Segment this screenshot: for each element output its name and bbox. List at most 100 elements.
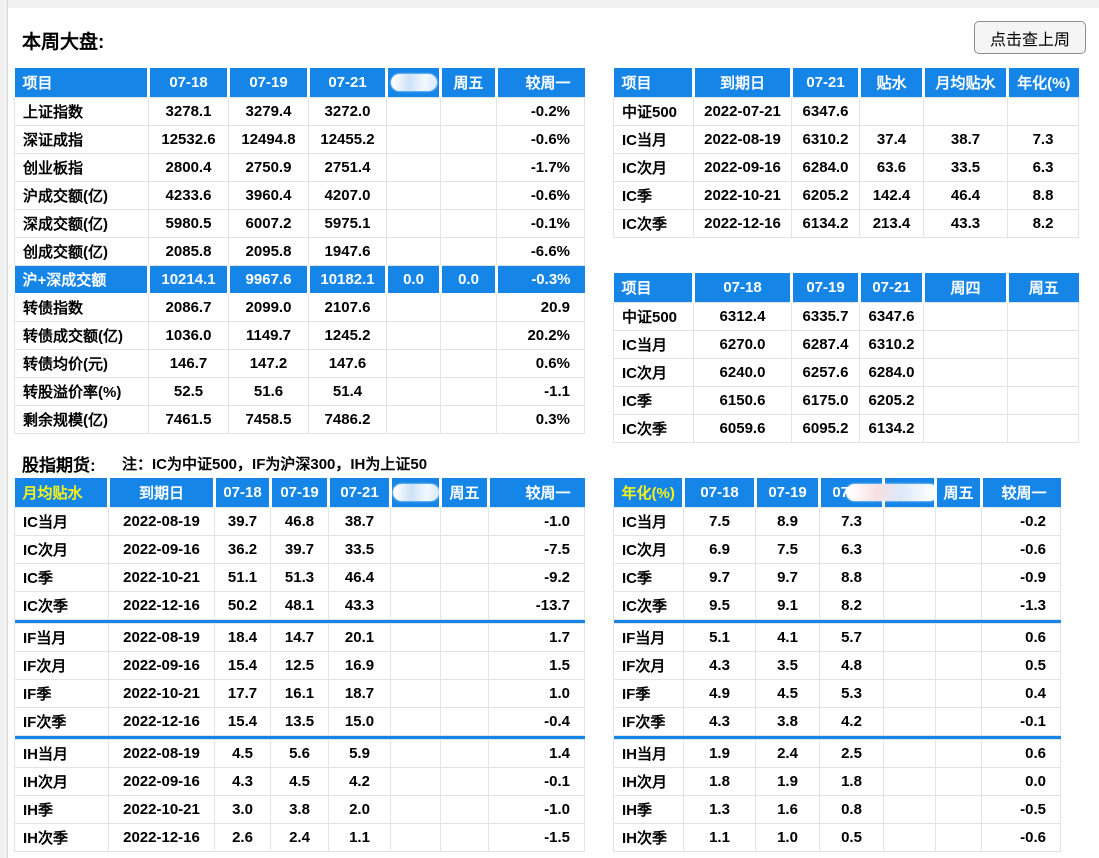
cell-value: -1.7% [496, 152, 585, 182]
cell-value: 146.7 [148, 348, 229, 378]
table-row: 转债均价(元) 146.7 147.2 147.6 0.6% [14, 348, 585, 378]
cell-value: 36.2 [214, 534, 271, 564]
cell-value [440, 766, 489, 796]
row-label: IH次季 [14, 822, 109, 852]
cell-value: -1.0 [488, 794, 585, 824]
row-label: IC季 [14, 562, 109, 592]
table-row: 上证指数 3278.1 3279.4 3272.0 -0.2% [14, 96, 585, 126]
cell-value: 5.9 [328, 738, 391, 768]
cell-value [440, 650, 489, 680]
column-header: 周五 [1006, 273, 1079, 302]
cell-value: 15.0 [328, 706, 391, 736]
cell-value: 20.2% [496, 320, 585, 350]
column-header: 到期日 [107, 478, 216, 507]
futures-expiry-table: 项目 到期日 07-21 贴水 月均贴水 年化(%) 中证500 2022-07-21 6347… [613, 68, 1079, 238]
column-header [385, 68, 442, 97]
row-label: IC季 [613, 385, 694, 415]
cell-value: 2022-12-16 [108, 590, 215, 620]
cell-value: 6287.4 [791, 329, 860, 359]
cell-value: 1.1 [683, 822, 756, 852]
cell-value [859, 96, 924, 126]
redacted-blur [392, 484, 439, 501]
cell-value [390, 562, 441, 592]
column-header: 月均贴水 [14, 478, 110, 507]
cell-value [1007, 329, 1079, 359]
cell-value: 38.7 [923, 124, 1008, 154]
cell-value: 3278.1 [148, 96, 229, 126]
cell-value: -0.1% [496, 208, 585, 238]
annualized-basis-table: 年化(%)07-1807-1907-21周五较周一IC当月7.58.97.3-0… [613, 478, 1061, 852]
cell-value: 6134.2 [791, 208, 860, 238]
row-label: 沪+深成交额 [14, 264, 150, 294]
cell-value: 6059.6 [693, 413, 792, 443]
cell-value [923, 329, 1008, 359]
view-last-week-button[interactable]: 点击查上周 [973, 21, 1086, 54]
cell-value: 7.3 [819, 506, 884, 536]
cell-value: 14.7 [270, 622, 329, 652]
group-separator [14, 619, 585, 623]
cell-value: 2095.8 [228, 236, 309, 266]
cell-value: 4.2 [819, 706, 884, 736]
cell-value: 46.4 [923, 180, 1008, 210]
cell-value [935, 822, 982, 852]
row-label: IC当月 [613, 506, 684, 536]
cell-value: 4.9 [683, 678, 756, 708]
cell-value: 2022-08-19 [108, 506, 215, 536]
table-row: IH季 2022-10-21 3.0 3.8 2.0 -1.0 [14, 794, 585, 824]
cell-value: 1.8 [819, 766, 884, 796]
futures-section-note: 注：IC为中证500，IF为沪深300，IH为上证50 [122, 456, 428, 473]
table-row: IC次季 6059.6 6095.2 6134.2 [613, 413, 1079, 443]
row-label: IH当月 [613, 738, 684, 768]
cell-value: 0.4 [981, 678, 1061, 708]
cell-value: 4.5 [270, 766, 329, 796]
cell-value: -1.1 [496, 376, 585, 406]
cell-value: 4.5 [755, 678, 820, 708]
cell-value: -0.2% [496, 96, 585, 126]
cell-value: 4.3 [214, 766, 271, 796]
cell-value: 3272.0 [308, 96, 387, 126]
table-row: IF次月 4.3 3.5 4.8 0.5 [613, 650, 1061, 680]
cell-value: 2.4 [270, 822, 329, 852]
cell-value: 2750.9 [228, 152, 309, 182]
cell-value: -0.6% [496, 124, 585, 154]
monthly-basis-table: 月均贴水 到期日 07-18 07-19 07-21 周五 较周一 IC当月 2022-08-1… [14, 478, 585, 852]
column-header: 07-21 [858, 273, 925, 302]
cell-value: 1.1 [328, 822, 391, 852]
row-label: 沪成交额(亿) [14, 180, 149, 210]
cell-value [883, 766, 936, 796]
cell-value [440, 738, 489, 768]
cell-value: -0.6% [496, 180, 585, 210]
cell-value [386, 208, 441, 238]
row-label: 中证500 [613, 96, 694, 126]
cell-value: 1.7 [488, 622, 585, 652]
cell-value: 7458.5 [228, 404, 309, 434]
cell-value: 1245.2 [308, 320, 387, 350]
cell-value: 2085.8 [148, 236, 229, 266]
cell-value: 15.4 [214, 706, 271, 736]
column-header: 年化(%) [613, 478, 685, 507]
cell-value: 2022-09-16 [108, 650, 215, 680]
cell-value: 4.2 [328, 766, 391, 796]
row-label: IC次月 [613, 534, 684, 564]
cell-value [390, 738, 441, 768]
cell-value: 2022-08-19 [693, 124, 792, 154]
cell-value: 0.8 [819, 794, 884, 824]
cell-value: 2022-10-21 [693, 180, 792, 210]
cell-value [386, 152, 441, 182]
cell-value: 6.9 [683, 534, 756, 564]
cell-value: 3.8 [270, 794, 329, 824]
row-label: IH季 [14, 794, 109, 824]
cell-value: 46.4 [328, 562, 391, 592]
cell-value: 6270.0 [693, 329, 792, 359]
cell-value: 0.0 [385, 264, 442, 294]
column-header: 较周一 [980, 478, 1061, 507]
cell-value: 4207.0 [308, 180, 387, 210]
cell-value [1007, 413, 1079, 443]
market-overview-table: 项目 07-18 07-19 07-21 周五 较周一 上证指数 3278.1 3279.4 32… [14, 68, 585, 434]
cell-value: 6284.0 [859, 357, 924, 387]
table-row: IC季 6150.6 6175.0 6205.2 [613, 385, 1079, 415]
cell-value: 2022-10-21 [108, 794, 215, 824]
cell-value: 2022-12-16 [108, 706, 215, 736]
